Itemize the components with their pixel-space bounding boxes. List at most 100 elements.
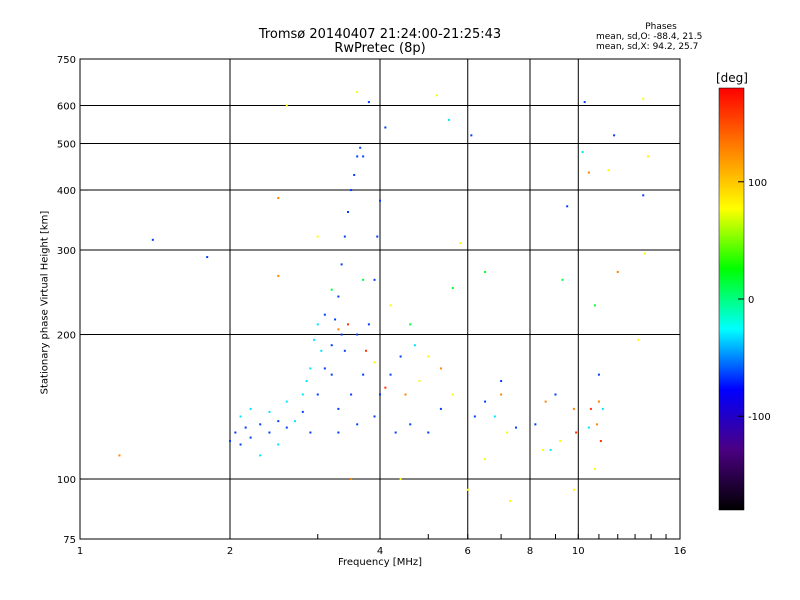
data-point bbox=[330, 373, 333, 376]
data-point bbox=[404, 393, 407, 396]
data-point bbox=[350, 478, 353, 481]
data-point bbox=[515, 426, 518, 429]
data-point bbox=[334, 318, 337, 321]
data-point bbox=[356, 155, 359, 158]
data-points bbox=[118, 91, 649, 502]
y-tick-label: 500 bbox=[57, 140, 76, 151]
data-point bbox=[337, 295, 340, 298]
data-point bbox=[389, 304, 392, 307]
phase-statistics: Phases mean, sd,O: -88.4, 21.5 mean, sd,… bbox=[596, 22, 716, 52]
data-point bbox=[484, 270, 487, 273]
data-point bbox=[409, 323, 412, 326]
y-tick-label: 400 bbox=[57, 186, 76, 197]
colorbar-ticks: 100 0 -100 bbox=[738, 178, 771, 423]
data-point bbox=[259, 423, 262, 426]
data-point bbox=[642, 194, 645, 197]
data-point bbox=[277, 420, 280, 423]
data-point bbox=[343, 235, 346, 238]
chart-subtitle: RwPretec (8p) bbox=[334, 41, 426, 56]
data-point bbox=[206, 256, 209, 259]
data-point bbox=[373, 278, 376, 281]
data-point bbox=[427, 355, 430, 358]
data-point bbox=[234, 431, 237, 434]
data-point bbox=[323, 313, 326, 316]
data-point bbox=[367, 101, 370, 104]
data-point bbox=[356, 423, 359, 426]
data-point bbox=[359, 146, 362, 149]
data-point bbox=[394, 431, 397, 434]
data-point bbox=[337, 407, 340, 410]
data-point bbox=[435, 94, 438, 97]
data-point bbox=[559, 440, 562, 443]
data-point bbox=[589, 407, 592, 410]
data-point bbox=[249, 407, 252, 410]
data-point bbox=[566, 205, 569, 208]
grid-lines bbox=[80, 59, 680, 539]
data-point bbox=[376, 235, 379, 238]
y-tick-label: 200 bbox=[57, 331, 76, 342]
data-point bbox=[581, 151, 584, 154]
data-point bbox=[362, 373, 365, 376]
data-point bbox=[367, 323, 370, 326]
data-point bbox=[384, 126, 387, 129]
y-tick-label: 750 bbox=[57, 55, 76, 66]
data-point bbox=[353, 173, 356, 176]
data-point bbox=[340, 333, 343, 336]
data-point bbox=[285, 400, 288, 403]
x-tick-label: 8 bbox=[527, 546, 533, 557]
data-point bbox=[593, 304, 596, 307]
data-point bbox=[379, 393, 381, 396]
data-point bbox=[277, 443, 280, 446]
data-point bbox=[285, 104, 288, 107]
data-point bbox=[439, 367, 442, 370]
data-point bbox=[277, 274, 280, 277]
data-point bbox=[587, 171, 590, 174]
data-point bbox=[313, 338, 316, 341]
data-point bbox=[316, 393, 319, 396]
data-point bbox=[293, 420, 296, 423]
data-point bbox=[268, 410, 271, 413]
data-point bbox=[305, 380, 308, 383]
data-point bbox=[151, 238, 154, 241]
data-point bbox=[427, 431, 430, 434]
data-point bbox=[337, 431, 340, 434]
data-point bbox=[337, 328, 340, 331]
data-point bbox=[500, 380, 503, 383]
y-axis-ticks: 75 100 200 300 400 500 600 750 bbox=[57, 55, 88, 546]
data-point bbox=[413, 344, 416, 347]
x-axis-label: Frequency [MHz] bbox=[337, 557, 423, 568]
data-point bbox=[373, 415, 376, 418]
data-point bbox=[343, 349, 346, 352]
data-point bbox=[601, 407, 604, 410]
data-point bbox=[249, 436, 252, 439]
data-point bbox=[595, 423, 598, 426]
data-point bbox=[301, 410, 304, 413]
data-point bbox=[473, 415, 476, 418]
chart-title: Tromsø 20140407 21:24:00-21:25:43 bbox=[258, 27, 502, 42]
data-point bbox=[389, 373, 392, 376]
data-point bbox=[451, 287, 454, 290]
colorbar-unit: [deg] bbox=[716, 71, 748, 85]
data-point bbox=[239, 443, 242, 446]
data-point bbox=[637, 338, 640, 341]
data-point bbox=[379, 199, 381, 202]
data-point bbox=[500, 393, 503, 396]
data-point bbox=[439, 407, 442, 410]
data-point bbox=[229, 440, 231, 443]
chart-title-block: Tromsø 20140407 21:24:00-21:25:43 RwPret… bbox=[230, 28, 530, 56]
data-point bbox=[309, 431, 312, 434]
data-point bbox=[466, 488, 469, 491]
data-point bbox=[356, 91, 359, 94]
data-point bbox=[572, 407, 575, 410]
phase-x-stats: mean, sd,X: 94.2, 25.7 bbox=[596, 42, 699, 52]
data-point bbox=[593, 467, 596, 470]
data-point bbox=[373, 361, 376, 364]
data-point bbox=[362, 155, 365, 158]
data-point bbox=[607, 169, 610, 172]
data-point bbox=[643, 252, 646, 255]
data-point bbox=[356, 333, 359, 336]
data-point bbox=[646, 155, 649, 158]
data-point bbox=[534, 423, 537, 426]
data-point bbox=[350, 189, 353, 192]
